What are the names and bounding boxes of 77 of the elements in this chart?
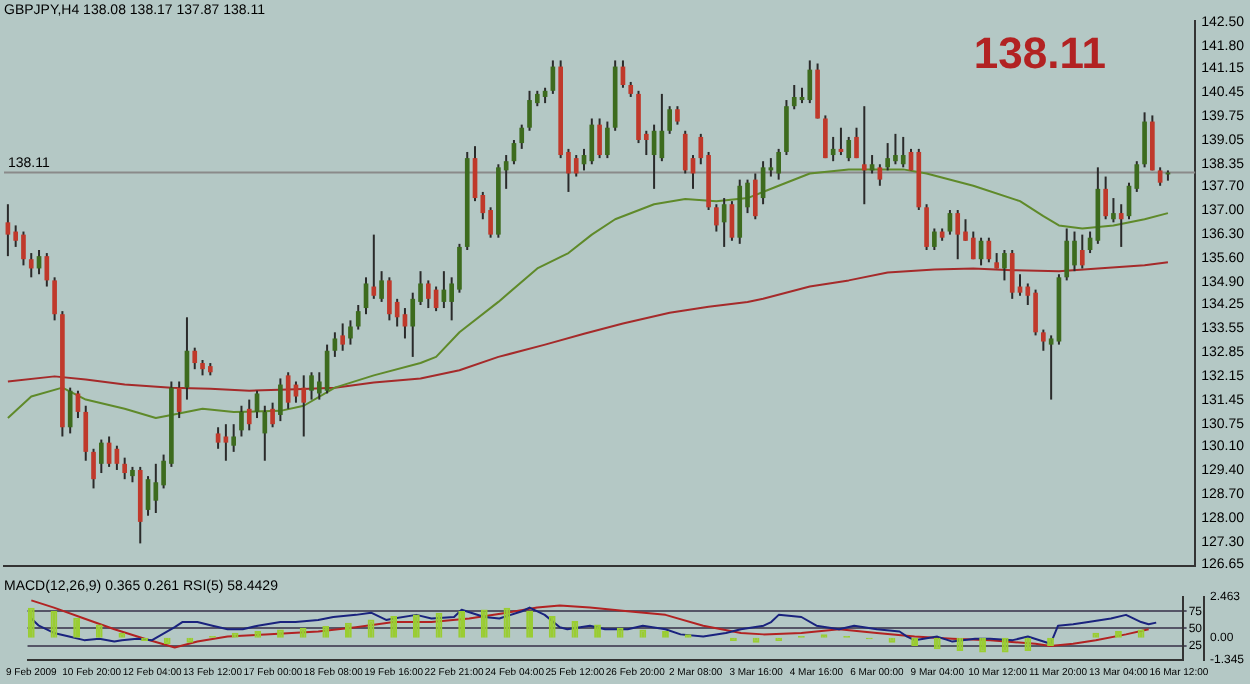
candlestick — [861, 105, 867, 206]
candlestick — [823, 114, 828, 160]
candlestick — [246, 398, 252, 432]
candlestick — [846, 135, 852, 163]
candlestick — [425, 279, 431, 310]
candlestick — [1009, 248, 1015, 300]
candlestick — [1072, 230, 1077, 273]
candlestick — [285, 371, 291, 410]
candlestick — [176, 380, 182, 420]
candlestick — [278, 377, 283, 423]
candlestick — [1157, 166, 1163, 187]
candlestick — [83, 404, 89, 462]
candlestick — [791, 84, 797, 111]
candlestick — [924, 203, 929, 251]
candlestick — [387, 276, 392, 322]
candlestick — [223, 423, 229, 462]
candlestick — [371, 233, 377, 300]
candlestick — [1111, 197, 1116, 224]
candlestick — [752, 172, 758, 221]
annotation: 138.11 — [973, 28, 1106, 80]
candlestick — [900, 135, 906, 169]
candlestick — [28, 252, 34, 279]
candlestick — [270, 401, 275, 429]
candlestick — [355, 303, 361, 331]
candlestick — [1041, 328, 1046, 352]
candlestick — [893, 132, 898, 166]
candlestick — [597, 117, 602, 160]
candlestick — [215, 426, 221, 450]
candlestick — [309, 371, 314, 401]
candlestick — [1033, 288, 1038, 337]
candlestick — [682, 129, 688, 175]
candlestick — [527, 89, 532, 132]
candlestick — [667, 105, 672, 135]
candlestick — [44, 252, 50, 288]
candlestick — [714, 203, 719, 233]
candlestick — [457, 242, 462, 294]
candlestick — [98, 438, 104, 475]
candlestick — [675, 105, 680, 126]
candlestick — [589, 117, 595, 166]
candlestick — [784, 99, 789, 157]
candlestick — [340, 322, 345, 352]
candlestick — [301, 374, 307, 438]
candlestick — [807, 59, 813, 105]
candlestick — [955, 209, 961, 261]
candlestick — [67, 386, 73, 435]
candlestick — [1118, 203, 1124, 248]
candlestick — [410, 291, 416, 358]
candlestick — [239, 404, 244, 438]
candlestick — [5, 203, 11, 258]
candlestick — [122, 456, 128, 481]
candlestick — [192, 346, 198, 371]
candlestick — [153, 462, 159, 514]
candlestick — [877, 163, 883, 187]
candlestick — [605, 120, 610, 160]
candlestick — [1048, 334, 1054, 401]
candlestick — [1079, 233, 1085, 270]
candlestick — [52, 276, 57, 322]
candlestick — [1103, 175, 1108, 221]
candlestick — [932, 227, 937, 251]
candlestick — [332, 331, 338, 358]
candlestick — [91, 447, 96, 490]
candlestick — [262, 404, 268, 462]
candlestick — [519, 123, 525, 150]
candlestick — [1064, 227, 1070, 282]
candlestick — [573, 154, 579, 178]
candlestick — [854, 126, 859, 160]
candlestick — [348, 319, 353, 346]
candlestick — [379, 270, 384, 303]
candlestick — [402, 307, 408, 340]
candlestick — [970, 230, 976, 261]
candlestick — [231, 423, 237, 453]
candlestick — [1002, 248, 1007, 282]
candlestick — [776, 147, 781, 181]
candlestick — [21, 230, 26, 267]
candlestick — [1142, 111, 1147, 169]
candlestick — [636, 89, 641, 145]
candlestick — [885, 142, 890, 172]
